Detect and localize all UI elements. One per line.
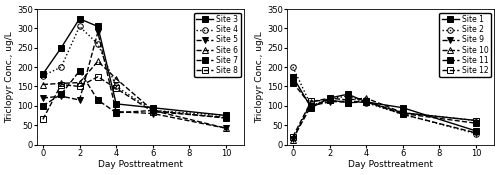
Y-axis label: Triclopyr Conc., ug/L: Triclopyr Conc., ug/L <box>256 31 264 123</box>
X-axis label: Day Posttreatment: Day Posttreatment <box>348 160 434 169</box>
X-axis label: Day Posttreatment: Day Posttreatment <box>98 160 184 169</box>
Y-axis label: Triclopyr Conc., ug/L: Triclopyr Conc., ug/L <box>6 31 15 123</box>
Legend: Site 3, Site 4, Site 5, Site 6, Site 7, Site 8: Site 3, Site 4, Site 5, Site 6, Site 7, … <box>194 13 240 77</box>
Legend: Site 1, Site 2, Site 9, Site 10, Site 11, Site 12: Site 1, Site 2, Site 9, Site 10, Site 11… <box>440 13 490 77</box>
